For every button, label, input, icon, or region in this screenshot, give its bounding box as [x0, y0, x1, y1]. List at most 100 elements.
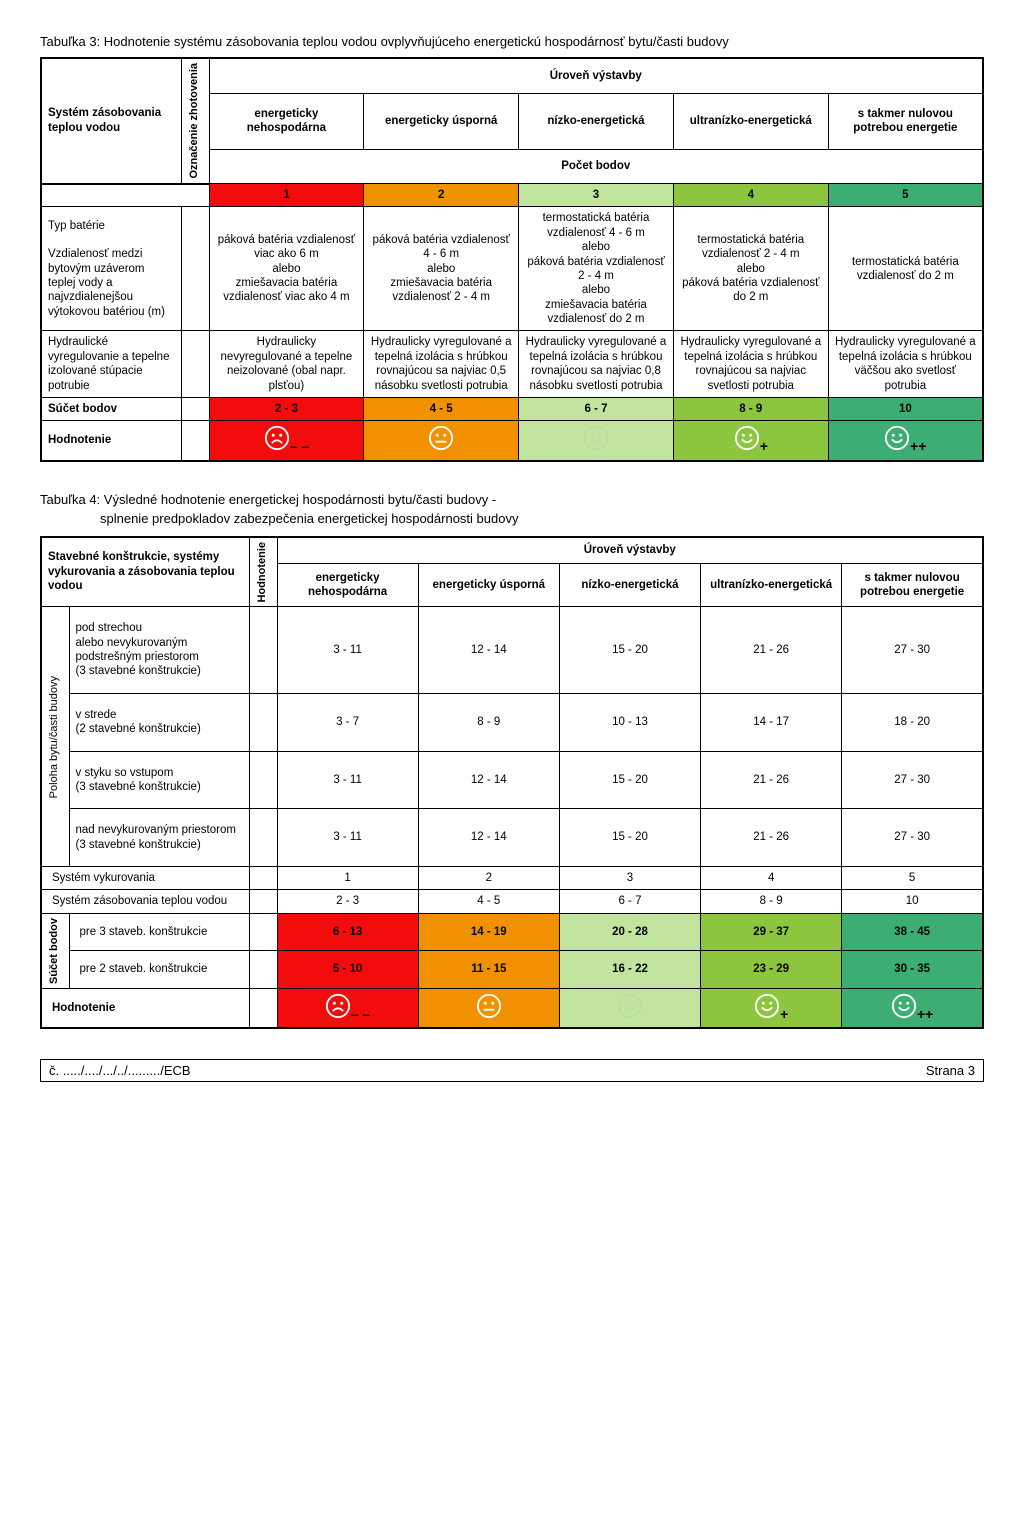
t4-pos1-c1: 8 - 9: [418, 693, 559, 751]
t4-pos1-c0: 3 - 7: [277, 693, 418, 751]
t4-pos0-c3: 21 - 26: [701, 607, 842, 694]
t3-rating-1: [364, 421, 519, 461]
t3-col-0: energeticky nehospodárna: [209, 93, 364, 149]
t4-heat-2: 3: [559, 867, 700, 890]
t4-pos0-c2: 15 - 20: [559, 607, 700, 694]
t4-vert-label: Hodnotenie: [249, 537, 277, 607]
t3-point-4: 5: [828, 184, 983, 207]
table4-subcaption: splnenie predpokladov zabezpečenia energ…: [100, 511, 984, 526]
footer-right: Strana 3: [926, 1063, 975, 1078]
t4-heat-row: Systém vykurovania 1 2 3 4 5: [41, 867, 983, 890]
t4-heat-4: 5: [842, 867, 983, 890]
t3-sum-3: 8 - 9: [673, 397, 828, 420]
table3-caption: Tabuľka 3: Hodnotenie systému zásobovani…: [40, 34, 984, 49]
t3-sum-0: 2 - 3: [209, 397, 364, 420]
t4-pos2-c3: 21 - 26: [701, 751, 842, 809]
table4-caption: Tabuľka 4: Výsledné hodnotenie energetic…: [40, 492, 984, 507]
t4-rowhead: Stavebné konštrukcie, systémy vykurovani…: [41, 537, 249, 607]
t4-pos0-label: pod strechou alebo nevykurovaným podstre…: [69, 607, 249, 694]
t3-r2-c0: Hydraulicky nevyregulované a tepelne nei…: [209, 331, 364, 398]
t3-r1-c1: páková batéria vzdialenosť 4 - 6 m alebo…: [364, 207, 519, 331]
t3-vert-label: Označenie zhotovenia: [181, 58, 209, 184]
t4-pos1-label: v strede (2 stavebné konštrukcie): [69, 693, 249, 751]
t4-pos3-c0: 3 - 11: [277, 809, 418, 867]
t3-col-1: energeticky úsporná: [364, 93, 519, 149]
t3-col-3: ultranízko-energetická: [673, 93, 828, 149]
t4-sum0-c4: 38 - 45: [842, 913, 983, 951]
t4-group-header: Úroveň výstavby: [277, 537, 983, 564]
t4-col-0: energeticky nehospodárna: [277, 564, 418, 607]
t4-water-4: 10: [842, 890, 983, 913]
t4-sum0-c3: 29 - 37: [701, 913, 842, 951]
t3-group-header: Úroveň výstavby: [209, 58, 983, 93]
t3-r1-c0: páková batéria vzdialenosť viac ako 6 m …: [209, 207, 364, 331]
t4-sum1-c3: 23 - 29: [701, 951, 842, 989]
t3-r1-label: Typ batérie Vzdialenosť medzi bytovým uz…: [41, 207, 181, 331]
t4-water-0: 2 - 3: [277, 890, 418, 913]
t3-row1: Typ batérie Vzdialenosť medzi bytovým uz…: [41, 207, 983, 331]
t4-sum0-c0: 6 - 13: [277, 913, 418, 951]
t4-pos-row-2: v styku so vstupom (3 stavebné konštrukc…: [41, 751, 983, 809]
t4-water-2: 6 - 7: [559, 890, 700, 913]
t4-pos0-c0: 3 - 11: [277, 607, 418, 694]
t4-pos2-c2: 15 - 20: [559, 751, 700, 809]
t3-row2: Hydraulické vyregulovanie a tepelne izol…: [41, 331, 983, 398]
t3-rating-row: Hodnotenie – – + ++: [41, 421, 983, 461]
t3-r2-label: Hydraulické vyregulovanie a tepelne izol…: [41, 331, 181, 398]
table4: Stavebné konštrukcie, systémy vykurovani…: [40, 536, 984, 1030]
t4-pos1-c4: 18 - 20: [842, 693, 983, 751]
t4-pos3-c3: 21 - 26: [701, 809, 842, 867]
t4-water-3: 8 - 9: [701, 890, 842, 913]
t4-pos1-c2: 10 - 13: [559, 693, 700, 751]
t3-rating-0: – –: [209, 421, 364, 461]
t4-water-label: Systém zásobovania teplou vodou: [41, 890, 249, 913]
t3-rating-label: Hodnotenie: [41, 421, 181, 461]
t4-pos1-c3: 14 - 17: [701, 693, 842, 751]
t4-heat-0: 1: [277, 867, 418, 890]
t3-sum-row: Súčet bodov 2 - 3 4 - 5 6 - 7 8 - 9 10: [41, 397, 983, 420]
t4-pos3-c2: 15 - 20: [559, 809, 700, 867]
t3-rowhead: Systém zásobovania teplou vodou: [41, 58, 181, 184]
t4-rating-row: Hodnotenie – – + ++: [41, 988, 983, 1028]
t4-sum1-c0: 5 - 10: [277, 951, 418, 989]
t4-water-row: Systém zásobovania teplou vodou 2 - 3 4 …: [41, 890, 983, 913]
t4-rating-3: +: [701, 988, 842, 1028]
t4-pos3-c4: 27 - 30: [842, 809, 983, 867]
t3-sum-label: Súčet bodov: [41, 397, 181, 420]
t4-col-3: ultranízko-energetická: [701, 564, 842, 607]
t4-col-2: nízko-energetická: [559, 564, 700, 607]
t4-sum0-c2: 20 - 28: [559, 913, 700, 951]
t4-pos3-label: nad nevykurovaným priestorom (3 stavebné…: [69, 809, 249, 867]
t4-sum1-c2: 16 - 22: [559, 951, 700, 989]
t3-r1-c4: termostatická batéria vzdialenosť do 2 m: [828, 207, 983, 331]
t4-pos2-c0: 3 - 11: [277, 751, 418, 809]
t3-col-4: s takmer nulovou potrebou energetie: [828, 93, 983, 149]
t3-points-row: 1 2 3 4 5: [41, 184, 983, 207]
t3-sum-1: 4 - 5: [364, 397, 519, 420]
t4-col-4: s takmer nulovou potrebou energetie: [842, 564, 983, 607]
t3-r2-c3: Hydraulicky vyregulované a tepelná izolá…: [673, 331, 828, 398]
t4-rating-4: ++: [842, 988, 983, 1028]
t4-pos3-c1: 12 - 14: [418, 809, 559, 867]
t4-pos2-c1: 12 - 14: [418, 751, 559, 809]
t4-sum1-c1: 11 - 15: [418, 951, 559, 989]
t4-rating-1: [418, 988, 559, 1028]
t3-points-label: Počet bodov: [209, 149, 983, 184]
t3-col-2: nízko-energetická: [519, 93, 674, 149]
t3-point-3: 4: [673, 184, 828, 207]
t4-sum0-c1: 14 - 19: [418, 913, 559, 951]
t3-r1-c3: termostatická batéria vzdialenosť 2 - 4 …: [673, 207, 828, 331]
t3-rating-4: ++: [828, 421, 983, 461]
table3: Systém zásobovania teplou vodou Označeni…: [40, 57, 984, 462]
t4-rating-label: Hodnotenie: [41, 988, 249, 1028]
t3-point-1: 2: [364, 184, 519, 207]
t4-pos-row-3: nad nevykurovaným priestorom (3 stavebné…: [41, 809, 983, 867]
t3-sum-4: 10: [828, 397, 983, 420]
t4-sum1-c4: 30 - 35: [842, 951, 983, 989]
t3-point-2: 3: [519, 184, 674, 207]
t4-pos-row-0: Poloha bytu/časti budovy pod strechou al…: [41, 607, 983, 694]
t3-r2-c4: Hydraulicky vyregulované a tepelná izolá…: [828, 331, 983, 398]
t4-sum1-label: pre 2 staveb. konštrukcie: [69, 951, 249, 989]
t4-pos0-c4: 27 - 30: [842, 607, 983, 694]
t4-side-label: Poloha bytu/časti budovy: [41, 607, 69, 867]
